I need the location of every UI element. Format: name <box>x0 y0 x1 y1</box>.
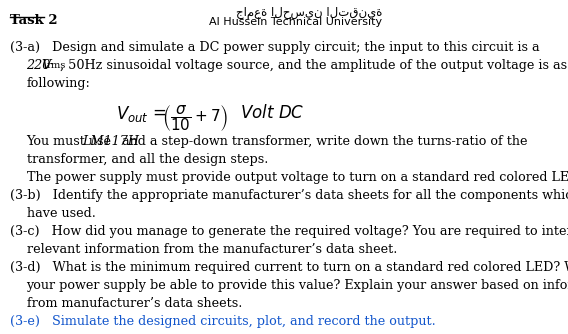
Text: $Volt\ DC$: $Volt\ DC$ <box>240 104 304 122</box>
Text: have used.: have used. <box>27 207 95 220</box>
Text: relevant information from the manufacturer’s data sheet.: relevant information from the manufactur… <box>27 243 397 256</box>
Text: 220: 220 <box>27 59 51 72</box>
Text: V: V <box>41 59 51 72</box>
Text: (3-b)   Identify the appropriate manufacturer’s data sheets for all the componen: (3-b) Identify the appropriate manufactu… <box>10 189 568 202</box>
Text: (3-a)   Design and simulate a DC power supply circuit; the input to this circuit: (3-a) Design and simulate a DC power sup… <box>10 41 539 54</box>
Text: $V_{out}$: $V_{out}$ <box>116 104 149 124</box>
Text: (3-c)   How did you manage to generate the required voltage? You are required to: (3-c) How did you manage to generate the… <box>10 225 568 238</box>
Text: and a step-down transformer, write down the turns-ratio of the: and a step-down transformer, write down … <box>118 135 528 148</box>
Text: , 50Hz sinusoidal voltage source, and the amplitude of the output voltage is as: , 50Hz sinusoidal voltage source, and th… <box>60 59 567 72</box>
Text: (3-d)   What is the minimum required current to turn on a standard red colored L: (3-d) What is the minimum required curre… <box>10 261 568 274</box>
Text: rms: rms <box>47 61 66 70</box>
Text: You must use: You must use <box>27 135 115 148</box>
Text: (3-e)   Simulate the designed circuits, plot, and record the output.: (3-e) Simulate the designed circuits, pl… <box>10 315 436 328</box>
Text: following:: following: <box>27 77 90 90</box>
Text: Al Hussein Technical University: Al Hussein Technical University <box>209 17 382 26</box>
Text: جامعة الحسين التقنية: جامعة الحسين التقنية <box>236 6 382 19</box>
Text: $=$: $=$ <box>149 104 166 121</box>
Text: The power supply must provide output voltage to turn on a standard red colored L: The power supply must provide output vol… <box>27 171 568 184</box>
Text: Task 2: Task 2 <box>10 14 57 27</box>
Text: $\left(\dfrac{\sigma}{10}+7\right)$: $\left(\dfrac{\sigma}{10}+7\right)$ <box>162 103 228 133</box>
Text: LM117H: LM117H <box>82 135 140 148</box>
Text: your power supply be able to provide this value? Explain your answer based on in: your power supply be able to provide thi… <box>27 279 568 292</box>
Text: from manufacturer’s data sheets.: from manufacturer’s data sheets. <box>27 297 242 310</box>
Text: transformer, and all the design steps.: transformer, and all the design steps. <box>27 153 268 166</box>
